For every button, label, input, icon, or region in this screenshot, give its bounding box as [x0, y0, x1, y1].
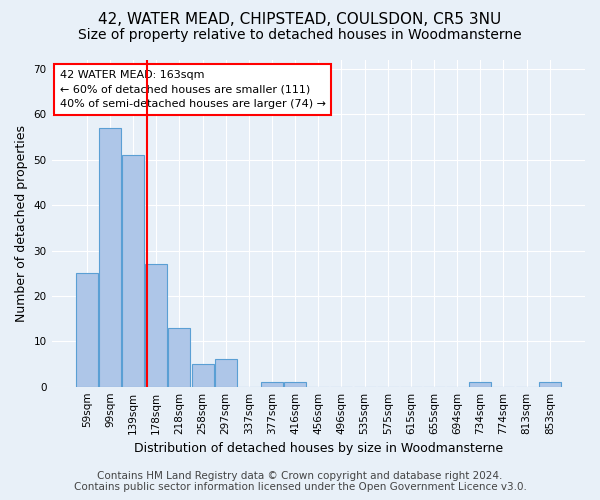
- Bar: [76, 273, 98, 386]
- Text: Contains HM Land Registry data © Crown copyright and database right 2024.
Contai: Contains HM Land Registry data © Crown c…: [74, 471, 526, 492]
- Bar: [169, 328, 190, 386]
- Bar: [122, 156, 144, 386]
- Bar: [145, 264, 167, 386]
- Bar: [539, 382, 561, 386]
- Bar: [191, 364, 214, 386]
- Bar: [261, 382, 283, 386]
- Bar: [469, 382, 491, 386]
- Bar: [284, 382, 306, 386]
- Bar: [99, 128, 121, 386]
- Bar: [215, 360, 236, 386]
- Text: 42, WATER MEAD, CHIPSTEAD, COULSDON, CR5 3NU: 42, WATER MEAD, CHIPSTEAD, COULSDON, CR5…: [98, 12, 502, 28]
- X-axis label: Distribution of detached houses by size in Woodmansterne: Distribution of detached houses by size …: [134, 442, 503, 455]
- Y-axis label: Number of detached properties: Number of detached properties: [15, 125, 28, 322]
- Text: 42 WATER MEAD: 163sqm
← 60% of detached houses are smaller (111)
40% of semi-det: 42 WATER MEAD: 163sqm ← 60% of detached …: [59, 70, 326, 110]
- Text: Size of property relative to detached houses in Woodmansterne: Size of property relative to detached ho…: [78, 28, 522, 42]
